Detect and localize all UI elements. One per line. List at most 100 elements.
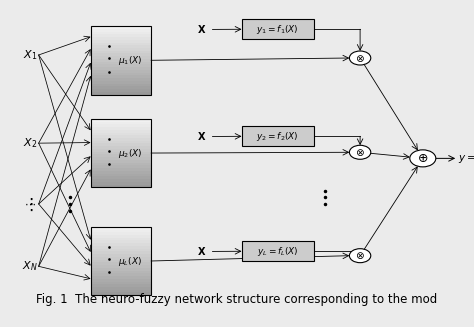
Bar bbox=[91, 179, 151, 182]
Bar bbox=[91, 284, 151, 287]
Bar bbox=[91, 59, 151, 62]
Bar bbox=[91, 230, 151, 232]
Bar bbox=[91, 64, 151, 67]
Bar bbox=[91, 273, 151, 276]
Bar bbox=[91, 243, 151, 246]
Bar bbox=[91, 260, 151, 262]
Bar bbox=[91, 157, 151, 160]
Bar bbox=[91, 37, 151, 40]
Bar bbox=[91, 62, 151, 64]
Text: $\mu_2(X)$: $\mu_2(X)$ bbox=[118, 146, 142, 160]
Bar bbox=[91, 282, 151, 284]
Bar bbox=[91, 182, 151, 184]
Bar bbox=[91, 48, 151, 51]
Bar bbox=[91, 70, 151, 73]
Bar bbox=[91, 26, 151, 95]
Text: $y_L = f_L(X)$: $y_L = f_L(X)$ bbox=[257, 245, 299, 258]
Text: $\otimes$: $\otimes$ bbox=[355, 53, 365, 63]
Bar bbox=[91, 249, 151, 251]
Bar bbox=[91, 238, 151, 240]
Text: $\cdots$: $\cdots$ bbox=[24, 199, 36, 209]
Bar bbox=[91, 75, 151, 78]
Bar bbox=[91, 154, 151, 157]
Bar bbox=[91, 132, 151, 135]
Bar bbox=[91, 268, 151, 270]
Bar bbox=[91, 124, 151, 127]
Bar bbox=[91, 51, 151, 53]
Bar bbox=[91, 84, 151, 86]
Bar bbox=[91, 138, 151, 141]
Bar bbox=[91, 127, 151, 130]
Text: $X_1$: $X_1$ bbox=[23, 48, 37, 62]
Bar bbox=[91, 78, 151, 81]
Bar bbox=[91, 290, 151, 292]
Bar bbox=[91, 122, 151, 124]
Bar bbox=[91, 240, 151, 243]
Bar bbox=[91, 26, 151, 29]
Bar bbox=[91, 265, 151, 268]
Bar bbox=[91, 262, 151, 265]
Bar bbox=[91, 184, 151, 187]
Text: $\otimes$: $\otimes$ bbox=[355, 147, 365, 158]
Bar bbox=[91, 73, 151, 75]
Bar bbox=[91, 119, 151, 122]
Bar bbox=[242, 127, 314, 146]
Bar bbox=[242, 19, 314, 39]
Bar bbox=[91, 146, 151, 149]
Text: $\cdot$: $\cdot$ bbox=[27, 190, 33, 208]
Text: $\cdot$: $\cdot$ bbox=[27, 195, 33, 213]
Bar bbox=[91, 29, 151, 31]
Text: $y_1 = f_1(X)$: $y_1 = f_1(X)$ bbox=[256, 23, 299, 36]
Bar bbox=[91, 227, 151, 230]
Text: Fig. 1  The neuro-fuzzy network structure corresponding to the mod: Fig. 1 The neuro-fuzzy network structure… bbox=[36, 293, 438, 306]
Bar bbox=[91, 34, 151, 37]
Bar bbox=[91, 67, 151, 70]
Bar bbox=[91, 276, 151, 279]
Bar bbox=[91, 174, 151, 176]
Bar bbox=[91, 119, 151, 187]
Circle shape bbox=[349, 145, 371, 159]
Bar bbox=[91, 279, 151, 282]
Bar bbox=[91, 232, 151, 235]
Bar bbox=[91, 176, 151, 179]
Text: $X_2$: $X_2$ bbox=[23, 136, 37, 150]
Bar bbox=[91, 246, 151, 249]
Bar bbox=[91, 144, 151, 146]
Text: $y_2 = f_2(X)$: $y_2 = f_2(X)$ bbox=[256, 130, 299, 143]
Bar bbox=[91, 56, 151, 59]
Bar bbox=[91, 135, 151, 138]
Text: $\oplus$: $\oplus$ bbox=[417, 152, 428, 165]
Text: $\mathbf{X}$: $\mathbf{X}$ bbox=[197, 246, 206, 257]
Bar bbox=[91, 40, 151, 43]
Bar bbox=[91, 141, 151, 144]
Text: $\mu_L(X)$: $\mu_L(X)$ bbox=[118, 254, 142, 267]
Bar bbox=[91, 257, 151, 260]
Text: $\mathbf{X}$: $\mathbf{X}$ bbox=[197, 24, 206, 35]
Bar bbox=[91, 89, 151, 92]
Bar bbox=[91, 235, 151, 238]
Bar bbox=[91, 171, 151, 174]
Bar bbox=[91, 292, 151, 295]
Bar bbox=[91, 43, 151, 45]
Bar bbox=[91, 254, 151, 257]
Bar bbox=[91, 81, 151, 84]
Text: $y = f(X)$: $y = f(X)$ bbox=[457, 151, 474, 165]
Bar bbox=[91, 53, 151, 56]
Bar bbox=[91, 152, 151, 154]
Bar bbox=[242, 241, 314, 261]
Bar bbox=[91, 287, 151, 290]
Text: $\mu_1(X)$: $\mu_1(X)$ bbox=[118, 54, 142, 67]
Text: $\cdot$: $\cdot$ bbox=[27, 200, 33, 218]
Bar bbox=[91, 130, 151, 132]
Bar bbox=[91, 160, 151, 163]
Bar bbox=[91, 31, 151, 34]
Text: $\otimes$: $\otimes$ bbox=[355, 250, 365, 261]
Bar bbox=[91, 168, 151, 171]
Bar bbox=[91, 270, 151, 273]
Text: $\mathbf{X}$: $\mathbf{X}$ bbox=[197, 130, 206, 143]
Bar bbox=[91, 45, 151, 48]
Bar bbox=[91, 227, 151, 295]
Bar bbox=[91, 165, 151, 168]
Circle shape bbox=[349, 51, 371, 65]
Bar bbox=[91, 163, 151, 165]
